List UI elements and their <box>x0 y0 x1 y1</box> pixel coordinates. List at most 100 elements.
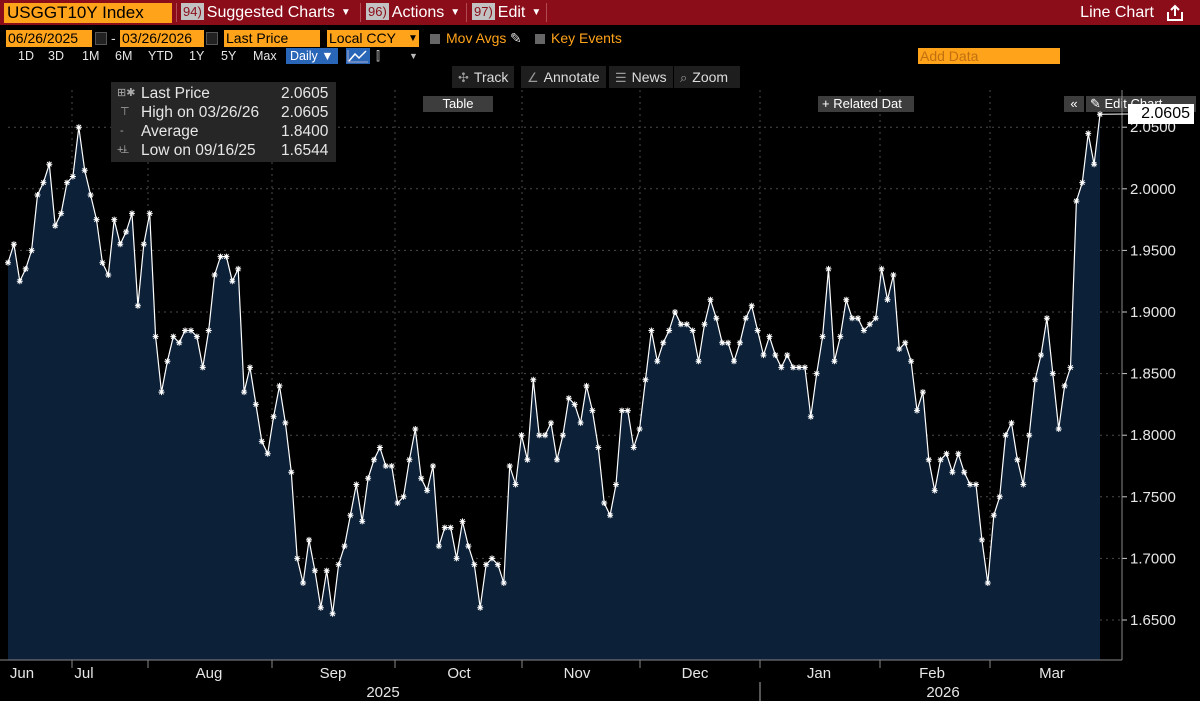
news-button[interactable]: ☰ News <box>609 66 674 88</box>
data-point <box>1008 419 1015 426</box>
data-point <box>548 419 554 426</box>
data-point <box>1020 481 1027 488</box>
period-1m[interactable]: 1M <box>82 49 100 63</box>
frequency-select[interactable]: Daily ▼ <box>286 48 338 64</box>
data-point <box>64 179 70 186</box>
data-point <box>914 407 920 414</box>
year-label: 2026 <box>926 684 959 701</box>
legend-panel[interactable]: ⊞✱ Last Price 2.0605 ⊤ High on 03/26/26 … <box>111 82 336 162</box>
currency-select[interactable]: Local CCY <box>327 30 419 47</box>
data-point <box>235 265 242 272</box>
share-icon[interactable] <box>1166 4 1184 22</box>
data-point <box>1026 432 1033 439</box>
data-point <box>75 124 82 131</box>
high-marker-icon: ⊤ <box>117 106 130 118</box>
legend-row-last: ⊞✱ Last Price 2.0605 <box>111 84 336 103</box>
period-toolbar: 1D 3D 1M 6M YTD 1Y 5Y Max Daily ▼ ⫿ ▼ Ta… <box>0 48 1200 112</box>
period-ytd[interactable]: YTD <box>148 49 173 63</box>
legend-label: Average <box>141 123 199 140</box>
collapse-icon[interactable]: « <box>1064 96 1084 112</box>
add-data-input[interactable]: Add Data <box>918 48 1060 64</box>
data-point <box>435 543 442 550</box>
data-point <box>689 327 696 334</box>
x-tick-label: Jan <box>807 665 831 682</box>
period-6m[interactable]: 6M <box>115 49 133 63</box>
data-point <box>276 382 283 389</box>
data-point <box>624 407 631 414</box>
period-5y[interactable]: 5Y <box>221 49 237 63</box>
actions-menu[interactable]: 96) Actions ▼ <box>366 2 460 23</box>
mov-avgs-checkbox[interactable] <box>430 34 440 44</box>
data-point <box>211 272 218 278</box>
ticker-field[interactable]: USGGT10Y Index <box>4 3 172 23</box>
track-button[interactable]: ✣ Track <box>452 66 516 88</box>
data-point <box>205 327 212 334</box>
data-point <box>229 278 236 285</box>
end-date-input[interactable]: 03/26/2026 <box>120 30 204 47</box>
period-max[interactable]: Max <box>253 49 277 63</box>
data-point <box>288 469 295 476</box>
menu-separator <box>546 3 547 22</box>
data-point <box>530 376 537 383</box>
data-point <box>713 315 720 322</box>
data-point <box>683 321 690 328</box>
chevron-down-icon[interactable]: ▼ <box>408 33 418 44</box>
suggested-charts-menu[interactable]: 94) Suggested Charts ▼ <box>181 2 351 23</box>
zoom-button[interactable]: ⌕ Zoom <box>674 66 741 88</box>
data-point <box>347 512 354 519</box>
candlestick-icon[interactable]: ⫿ <box>376 49 381 63</box>
axes: 1.6500 1.7000 1.7500 1.8000 1.8500 1.9000 1.95… <box>0 90 1176 701</box>
data-point <box>725 339 732 346</box>
data-point <box>146 210 153 217</box>
date-separator: - <box>111 30 116 46</box>
data-point <box>129 210 135 217</box>
data-point <box>1061 382 1068 389</box>
data-point <box>707 296 714 303</box>
start-date-input[interactable]: 06/26/2025 <box>6 30 92 47</box>
data-point <box>388 463 395 469</box>
period-1d[interactable]: 1D <box>18 49 34 63</box>
data-point <box>589 407 596 414</box>
data-point <box>837 333 844 340</box>
data-point <box>943 450 950 457</box>
data-point <box>430 463 436 469</box>
period-3d[interactable]: 3D <box>48 49 64 63</box>
annotate-label: Annotate <box>543 69 600 85</box>
y-tick-label: 1.7500 <box>1130 489 1176 506</box>
period-1y[interactable]: 1Y <box>189 49 205 63</box>
edit-menu[interactable]: 97) Edit ▼ <box>472 2 541 23</box>
menu-separator <box>360 3 361 22</box>
data-point <box>736 339 743 346</box>
data-point <box>311 567 318 574</box>
data-point <box>252 401 259 408</box>
calendar-icon[interactable] <box>95 32 107 45</box>
data-point <box>323 567 330 574</box>
field-select[interactable]: Last Price <box>224 30 320 47</box>
data-point <box>365 475 372 482</box>
data-point <box>1091 161 1098 168</box>
data-point <box>406 456 413 463</box>
data-point <box>884 296 891 303</box>
crosshair-icon: ✣ <box>458 70 469 85</box>
line-chart-icon[interactable] <box>346 48 370 64</box>
related-data-button[interactable]: + Related Dat <box>818 96 914 112</box>
data-point <box>412 426 419 432</box>
chart-type-label[interactable]: Line Chart <box>1080 4 1154 21</box>
data-point <box>317 604 324 611</box>
data-point <box>843 296 850 303</box>
data-point <box>825 265 832 272</box>
annotate-button[interactable]: ∠ Annotate <box>521 66 607 88</box>
data-point <box>1043 315 1050 322</box>
key-events-checkbox[interactable] <box>535 34 545 44</box>
pencil-icon[interactable]: ✎ <box>510 30 522 46</box>
menu-separator <box>176 3 177 22</box>
table-button[interactable]: Table <box>423 96 493 112</box>
data-point <box>1097 111 1103 118</box>
data-point <box>270 413 277 420</box>
data-point <box>400 493 407 500</box>
data-point <box>595 444 602 451</box>
chevron-down-icon[interactable]: ▼ <box>409 51 418 61</box>
data-point <box>618 407 625 414</box>
calendar-icon[interactable] <box>206 32 218 45</box>
